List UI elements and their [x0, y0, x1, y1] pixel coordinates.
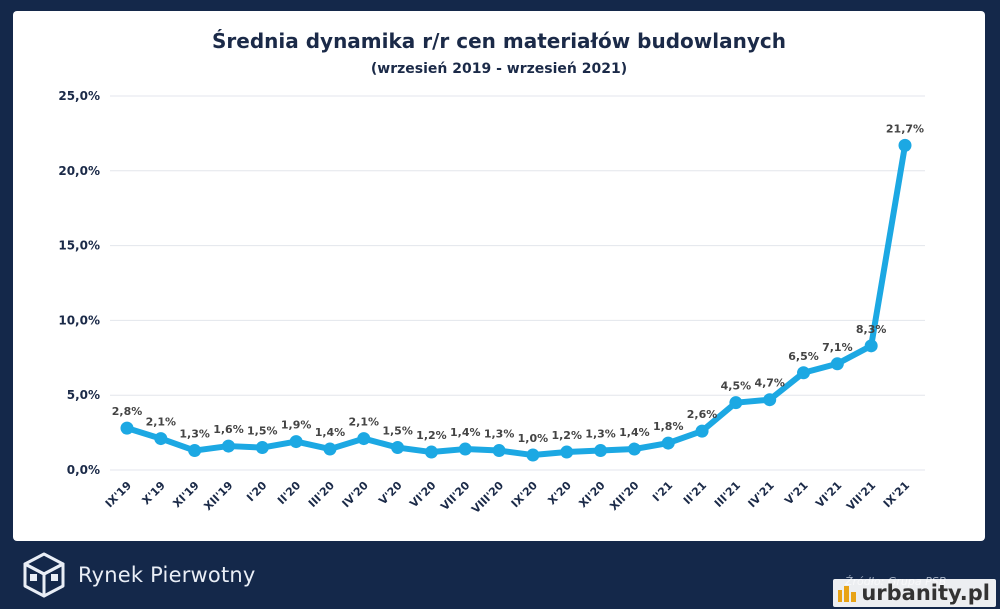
data-point — [864, 339, 878, 353]
data-label: 1,8% — [653, 420, 684, 433]
y-tick-label: 15,0% — [58, 239, 100, 253]
x-tick-label: II'20 — [275, 479, 303, 507]
data-label: 1,6% — [213, 423, 244, 436]
x-tick-label: II'21 — [681, 479, 709, 507]
x-tick-label: IV'20 — [340, 479, 372, 511]
y-tick-label: 25,0% — [58, 89, 100, 103]
data-label: 1,3% — [585, 428, 616, 441]
data-point — [763, 393, 777, 407]
data-point — [560, 445, 574, 459]
x-tick-label: X'19 — [140, 479, 168, 507]
data-point — [120, 421, 134, 435]
cube-logo-icon — [23, 552, 65, 598]
brand-logo: Rynek Pierwotny — [22, 549, 256, 601]
data-point — [797, 366, 811, 380]
data-label: 1,2% — [551, 429, 582, 442]
data-label: 8,3% — [856, 323, 887, 336]
data-point — [594, 444, 608, 458]
data-point — [898, 138, 912, 152]
data-label: 1,4% — [315, 426, 346, 439]
x-tick-label: I'21 — [650, 479, 675, 504]
x-tick-label: I'20 — [244, 479, 270, 505]
x-tick-label: III'20 — [306, 479, 337, 510]
x-tick-label: IX'21 — [881, 479, 912, 510]
data-label: 1,3% — [484, 428, 515, 441]
watermark: urbanity.pl — [833, 579, 996, 607]
x-tick-label: III'21 — [712, 479, 743, 510]
data-label: 1,3% — [179, 428, 210, 441]
data-label: 4,5% — [721, 380, 752, 393]
x-tick-label: VIII'20 — [469, 479, 506, 516]
x-tick-label: VI'21 — [813, 479, 844, 510]
data-label: 1,9% — [281, 419, 312, 432]
x-tick-label: XII'20 — [607, 479, 641, 513]
data-label: 2,6% — [687, 408, 718, 421]
data-point — [695, 424, 709, 438]
data-point — [729, 396, 743, 410]
data-point — [492, 444, 506, 458]
data-label: 21,7% — [886, 122, 924, 135]
y-tick-label: 20,0% — [58, 164, 100, 178]
x-tick-label: V'21 — [782, 479, 810, 507]
watermark-text: urbanity.pl — [861, 581, 990, 605]
data-label: 7,1% — [822, 341, 853, 354]
data-point — [424, 445, 438, 459]
data-label: 1,4% — [619, 426, 650, 439]
data-point — [289, 435, 303, 449]
chart-title: Średnia dynamika r/r cen materiałów budo… — [212, 29, 786, 53]
data-point — [458, 442, 472, 456]
data-point — [221, 439, 235, 453]
x-tick-label: IV'21 — [746, 479, 777, 510]
y-tick-label: 10,0% — [58, 313, 100, 327]
data-label: 1,5% — [247, 425, 278, 438]
data-label: 1,5% — [382, 425, 413, 438]
y-tick-label: 5,0% — [67, 388, 100, 402]
data-label: 1,0% — [518, 432, 549, 445]
x-tick-label: IX'19 — [103, 479, 134, 510]
data-point — [357, 432, 371, 446]
data-point — [255, 441, 269, 455]
data-label: 6,5% — [788, 350, 819, 363]
x-tick-label: XI'19 — [170, 479, 201, 510]
data-point — [526, 448, 540, 462]
data-point — [323, 442, 337, 456]
data-point — [154, 432, 168, 446]
y-tick-label: 0,0% — [67, 463, 100, 477]
data-point — [188, 444, 202, 458]
data-point — [830, 357, 844, 371]
data-point — [391, 441, 405, 455]
data-label: 2,1% — [146, 416, 177, 429]
line-chart: 0,0% 5,0% 10,0% 15,0% 20,0% 25,0% 2,8% IX'19 2,1… — [58, 89, 925, 516]
chart-subtitle: (wrzesień 2019 - wrzesień 2021) — [370, 61, 628, 77]
x-tick-label: VII'20 — [438, 479, 472, 513]
data-label: 4,7% — [754, 377, 785, 390]
data-point — [627, 442, 641, 456]
data-label: 2,1% — [349, 416, 380, 429]
x-tick-label: VI'20 — [407, 479, 439, 511]
brand-name: Rynek Pierwotny — [78, 563, 256, 587]
series-line — [124, 142, 908, 459]
data-label: 1,4% — [450, 426, 481, 439]
x-tick-label: V'20 — [376, 479, 405, 508]
x-tick-label: IX'20 — [509, 479, 541, 511]
x-tick-label: XI'20 — [576, 479, 608, 511]
x-tick-label: X'20 — [545, 479, 574, 508]
data-label: 2,8% — [112, 405, 143, 418]
data-label: 1,2% — [416, 429, 447, 442]
data-point — [661, 436, 675, 450]
x-tick-label: VII'21 — [844, 479, 878, 513]
x-tick-label: XII'19 — [201, 479, 235, 513]
building-icon — [838, 586, 857, 602]
